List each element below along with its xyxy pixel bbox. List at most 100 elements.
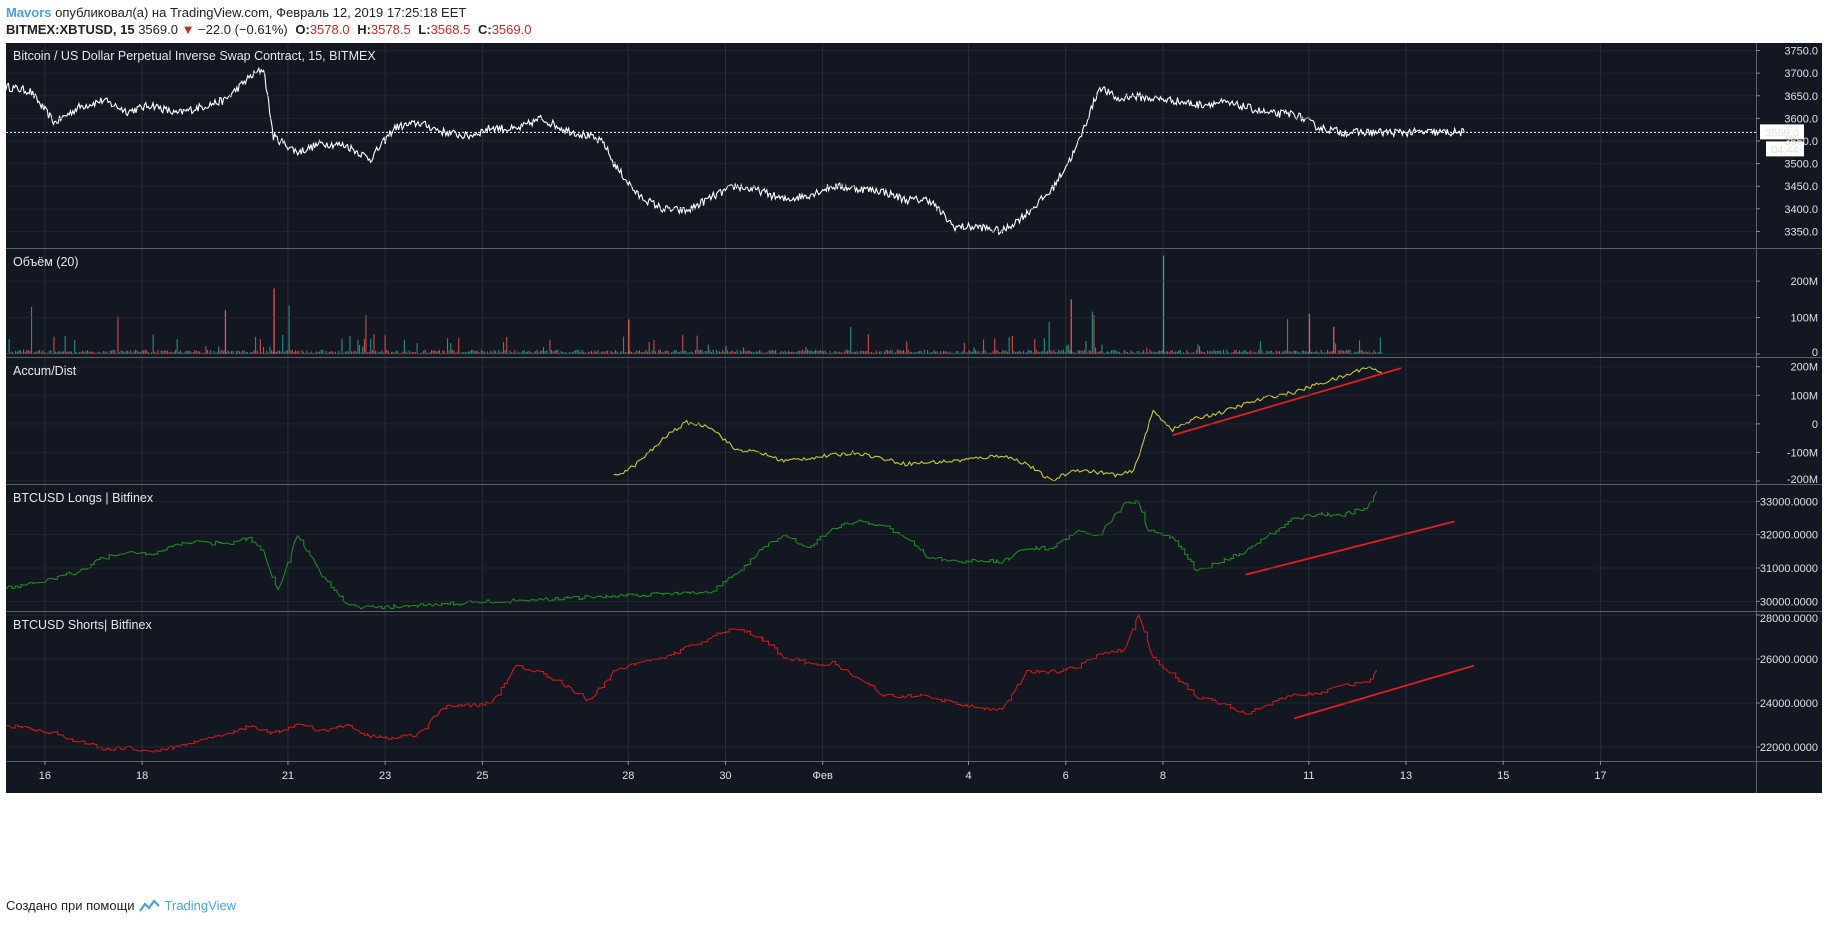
volume-bar [370,338,372,354]
publish-line: Mavors опубликовал(а) на TradingView.com… [6,5,466,20]
volume-bar [170,351,172,354]
volume-bar [343,352,345,354]
pane-title: BTCUSD Shorts| Bitfinex [13,618,152,632]
volume-bar [741,351,743,354]
volume-bar [103,350,105,354]
volume-bar [939,351,941,354]
volume-bar [664,350,666,354]
countdown-label: 04:44 [1771,144,1799,156]
volume-bar [120,350,122,354]
volume-bar [39,349,41,354]
volume-bar [499,352,501,354]
volume-bar [215,352,217,354]
volume-bar [295,350,297,354]
volume-bar [855,351,857,354]
volume-bar [1155,352,1157,354]
volume-bar [931,351,933,354]
volume-bar [949,351,951,354]
volume-bar [251,352,253,354]
volume-bar [122,351,124,354]
volume-bar [984,349,986,354]
volume-bar [867,334,869,354]
volume-bar [439,349,441,354]
volume-bar [578,350,580,354]
volume-bar [1360,349,1362,354]
volume-bar [803,351,805,354]
volume-bar [1013,351,1015,354]
y-tick-label: -200M [1787,474,1818,486]
volume-bar [898,349,900,354]
volume-bar [160,350,162,354]
volume-bar [125,350,127,354]
volume-bar [1149,349,1151,354]
volume-bar [331,351,333,354]
volume-bar [40,352,42,354]
volume-bar [483,351,485,354]
volume-bar [690,351,692,354]
volume-bar [152,334,154,354]
y-tick-label: 3750.0 [1784,46,1818,58]
volume-bar [1312,351,1314,354]
volume-bar [312,352,314,354]
volume-bar [914,352,916,354]
volume-bar [853,351,855,354]
volume-bar [387,351,389,354]
volume-bar [1144,352,1146,354]
volume-bar [749,350,751,354]
volume-bar [37,350,39,354]
volume-bar [1107,351,1109,354]
volume-bar [579,352,581,354]
volume-bar [1346,349,1348,354]
price-line [6,66,1465,236]
volume-bar [426,352,428,354]
y-tick-label: 22000.0000 [1760,742,1818,754]
volume-bar [335,351,337,354]
volume-bar [490,350,492,354]
volume-bar [479,352,481,354]
volume-bar [1248,351,1250,354]
volume-bar [1032,352,1034,354]
volume-bar [283,351,285,354]
volume-bar [735,351,737,354]
price-line-group [6,66,1465,236]
volume-bar [661,351,663,354]
volume-bar [795,352,797,354]
volume-bar [1351,352,1353,354]
volume-bar [405,351,407,354]
volume-bar [701,350,703,354]
volume-bar [189,350,191,354]
volume-bar [1019,351,1021,354]
volume-bar [815,349,817,354]
volume-bar [1339,350,1341,354]
volume-bar [802,349,804,354]
volume-bar [923,349,925,354]
volume-bar [549,339,551,354]
down-arrow-icon: ▼ [181,22,195,37]
pane-title: Accum/Dist [13,364,77,378]
volume-bar [231,350,233,354]
volume-bar [291,350,293,354]
chart-area[interactable]: 3569.0 04:44 3750.0 3700.0 3650.0 3600.0 3550.… [6,43,1822,888]
volume-bar [1307,351,1309,354]
volume-bar [333,352,335,354]
volume-bar [101,352,103,354]
volume-bar [647,351,649,354]
footer-brand-link[interactable]: TradingView [164,898,237,913]
volume-bar [451,349,453,354]
volume-bar [141,350,143,354]
volume-bar [259,339,261,354]
volume-bar [768,350,770,354]
volume-bar [1341,350,1343,354]
volume-bar [1367,352,1369,354]
volume-bar [538,352,540,354]
last-price: 3569.0 [138,22,178,37]
volume-bar [498,349,500,354]
volume-bar [1253,351,1255,354]
volume-bar [1167,351,1169,354]
volume-bar [403,340,405,354]
volume-bar [1011,336,1013,354]
volume-bar [466,352,468,354]
author-link[interactable]: Mavors [6,5,52,20]
volume-bar [1179,350,1181,354]
volume-bar [1259,340,1261,354]
